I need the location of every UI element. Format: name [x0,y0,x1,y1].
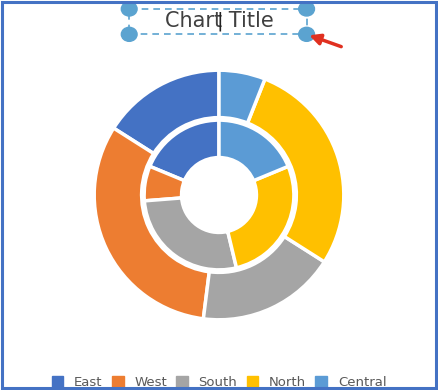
Text: Chart Title: Chart Title [165,11,273,32]
Wedge shape [203,236,325,320]
Wedge shape [113,70,219,154]
Text: |: | [216,12,223,31]
Wedge shape [219,120,288,181]
Wedge shape [150,120,219,181]
Wedge shape [144,167,184,201]
Wedge shape [94,128,209,319]
Wedge shape [228,167,294,268]
Wedge shape [145,198,237,270]
Wedge shape [247,79,344,262]
Wedge shape [219,70,265,123]
Legend: East, West, South, North, Central: East, West, South, North, Central [46,371,392,390]
